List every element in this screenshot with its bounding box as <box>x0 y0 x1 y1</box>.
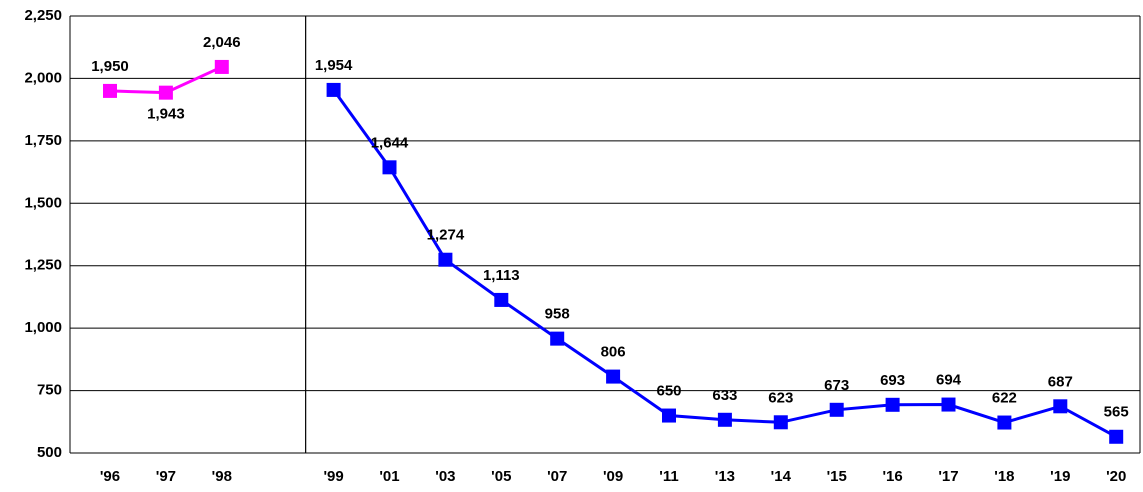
x-tick-label: '15 <box>827 468 847 485</box>
data-label: 694 <box>936 372 962 389</box>
y-tick-label: 1,000 <box>24 319 62 336</box>
x-tick-label: '20 <box>1106 468 1126 485</box>
data-label: 958 <box>545 306 570 323</box>
x-tick-label: '11 <box>659 468 678 485</box>
marker <box>662 408 676 423</box>
marker <box>214 59 229 74</box>
x-tick-label: '96 <box>100 468 120 485</box>
x-tick-label: '01 <box>379 468 399 485</box>
x-tick-label: '98 <box>212 468 232 485</box>
data-label: 1,954 <box>315 57 353 74</box>
data-label: 1,274 <box>427 227 465 244</box>
y-tick-label: 1,750 <box>24 132 62 149</box>
x-tick-label: '05 <box>491 468 511 485</box>
x-tick-label: '03 <box>435 468 455 485</box>
data-label: 1,943 <box>147 106 185 123</box>
marker <box>550 331 565 346</box>
data-label: 633 <box>712 387 737 404</box>
marker <box>941 397 956 412</box>
data-label: 1,113 <box>483 267 520 284</box>
y-tick-label: 2,000 <box>24 69 62 86</box>
data-label: 1,950 <box>91 58 129 75</box>
marker <box>326 82 341 97</box>
data-label: 623 <box>768 389 793 406</box>
data-label: 687 <box>1048 373 1073 390</box>
y-tick-label: 1,500 <box>24 194 62 211</box>
marker <box>1109 429 1124 444</box>
data-label: 2,046 <box>203 34 241 51</box>
marker <box>773 415 788 430</box>
y-tick-label: 500 <box>37 444 62 461</box>
marker <box>1053 399 1068 414</box>
data-label: 806 <box>601 344 626 361</box>
x-tick-label: '13 <box>715 468 735 485</box>
x-tick-label: '07 <box>547 468 567 485</box>
data-label: 1,644 <box>371 134 409 151</box>
marker <box>997 415 1012 430</box>
y-tick-label: 2,250 <box>24 7 62 24</box>
y-tick-label: 1,250 <box>24 257 62 274</box>
x-tick-label: '16 <box>882 468 902 485</box>
marker <box>606 369 621 384</box>
data-label: 650 <box>656 383 681 400</box>
x-tick-label: '17 <box>938 468 958 485</box>
x-tick-label: '18 <box>994 468 1014 485</box>
x-tick-label: '09 <box>603 468 623 485</box>
data-label: 565 <box>1104 404 1129 421</box>
marker <box>438 252 453 267</box>
marker <box>158 85 173 100</box>
data-label: 693 <box>880 372 905 389</box>
y-tick-label: 750 <box>37 382 62 399</box>
data-label: 622 <box>992 390 1017 407</box>
data-label: 673 <box>824 377 849 394</box>
marker <box>494 292 509 307</box>
marker <box>885 397 900 412</box>
marker <box>103 83 117 98</box>
x-tick-label: '19 <box>1050 468 1070 485</box>
x-tick-label: '97 <box>156 468 176 485</box>
x-tick-label: '99 <box>323 468 343 485</box>
marker <box>382 160 397 175</box>
marker <box>829 402 844 417</box>
x-tick-label: '14 <box>771 468 792 485</box>
marker <box>717 412 732 427</box>
